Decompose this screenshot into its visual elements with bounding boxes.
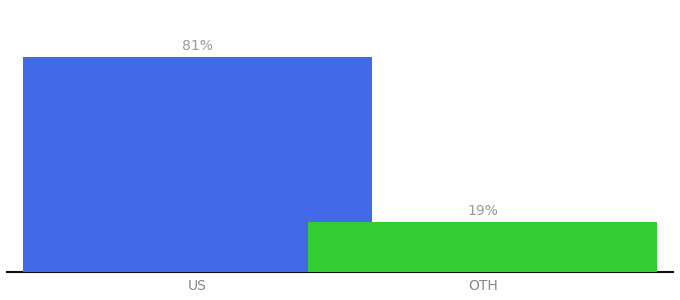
Text: 19%: 19% [467,204,498,218]
Bar [23,57,372,272]
Text: 81%: 81% [182,39,213,53]
Bar [308,222,657,272]
